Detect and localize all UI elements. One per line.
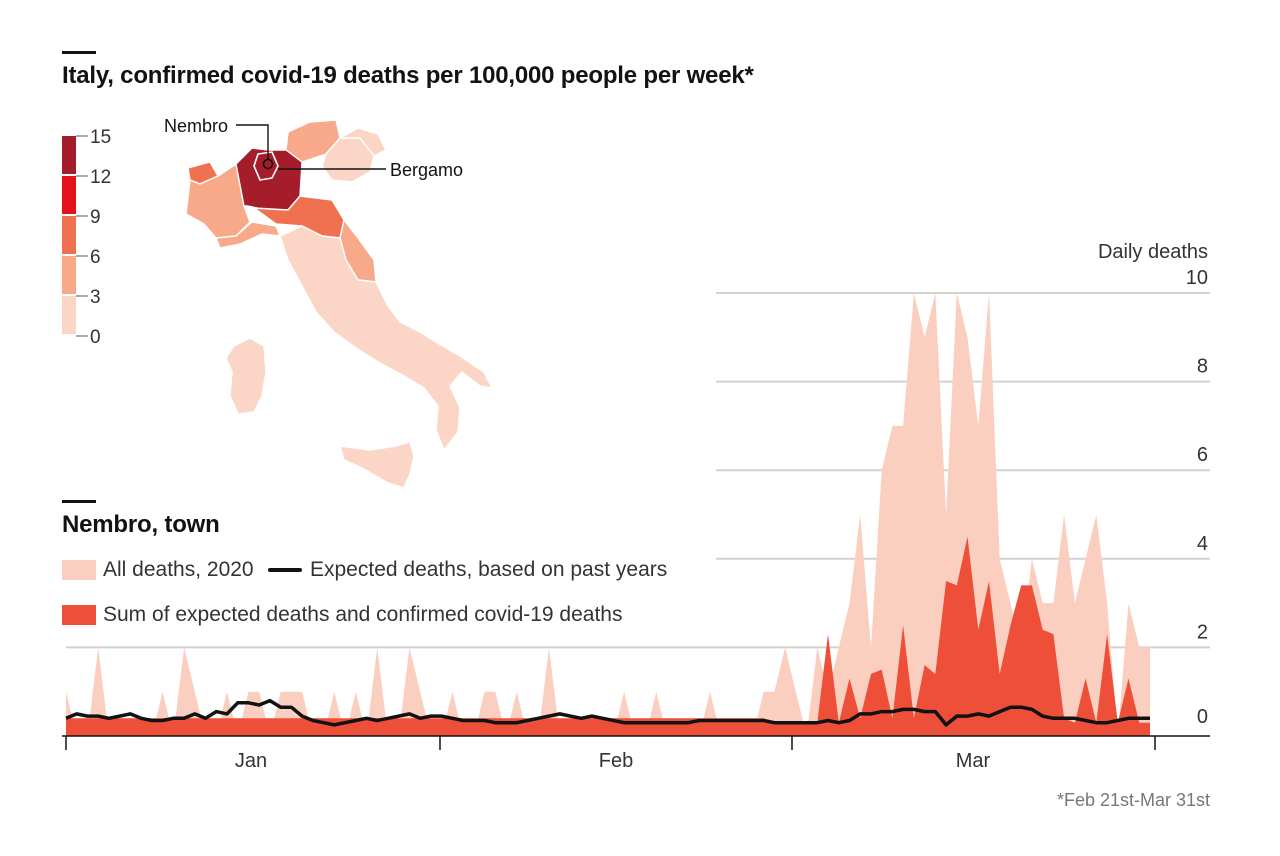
y-tick-label-10: 10 bbox=[1186, 267, 1208, 289]
footnote: *Feb 21st-Mar 31st bbox=[1056, 790, 1210, 810]
x-tick-label-mar: Mar bbox=[956, 750, 991, 772]
y-tick-label-8: 8 bbox=[1197, 356, 1208, 378]
area-sum-deaths bbox=[66, 536, 1150, 736]
y-tick-label-2: 2 bbox=[1197, 621, 1208, 643]
bergamo-label: Bergamo bbox=[390, 160, 463, 180]
area-all-deaths bbox=[66, 293, 1150, 736]
legend-all-deaths: All deaths, 2020 bbox=[62, 558, 254, 582]
region-central-italy bbox=[279, 225, 493, 451]
chart-title-rule bbox=[62, 500, 96, 503]
legend-sum-deaths: Sum of expected deaths and confirmed cov… bbox=[62, 603, 622, 627]
legend-expected-deaths: Expected deaths, based on past years bbox=[268, 558, 667, 582]
map-title: Italy, confirmed covid-19 deaths per 100… bbox=[62, 62, 754, 89]
y-tick-label-0: 0 bbox=[1197, 706, 1208, 728]
scale-band-2 bbox=[62, 216, 76, 254]
map-figure: 15 12 9 6 3 0 Nembro Bergamo bbox=[62, 116, 493, 489]
scale-band-4 bbox=[62, 296, 76, 334]
y-tick-label-6: 6 bbox=[1197, 444, 1208, 466]
region-sicily bbox=[339, 441, 415, 489]
scale-label-3: 6 bbox=[90, 247, 101, 268]
x-tick-label-jan: Jan bbox=[235, 750, 267, 772]
bergamo-province bbox=[253, 151, 279, 181]
legend-expected-deaths-label: Expected deaths, based on past years bbox=[310, 558, 668, 581]
y-tick-label-4: 4 bbox=[1197, 533, 1208, 555]
region-sardinia bbox=[225, 337, 267, 415]
scale-label-5: 0 bbox=[90, 327, 101, 348]
scale-band-1 bbox=[62, 176, 76, 214]
y-axis-label: Daily deaths bbox=[1098, 241, 1208, 263]
region-piedmont bbox=[185, 163, 251, 239]
legend-expected-deaths-swatch bbox=[268, 568, 302, 572]
line-expected-deaths bbox=[65, 698, 1150, 727]
nembro-leader-line bbox=[236, 124, 269, 159]
legend-all-deaths-label: All deaths, 2020 bbox=[103, 558, 254, 581]
scale-band-3 bbox=[62, 256, 76, 294]
legend-sum-deaths-label: Sum of expected deaths and confirmed cov… bbox=[103, 603, 623, 626]
legend-sum-deaths-swatch bbox=[62, 605, 96, 625]
region-friuli bbox=[339, 127, 387, 157]
x-tick-label-feb: Feb bbox=[599, 750, 633, 772]
chart-title: Nembro, town bbox=[62, 511, 220, 538]
scale-band-0 bbox=[62, 136, 76, 174]
map-title-rule bbox=[62, 51, 96, 54]
color-scale: 15 12 9 6 3 0 bbox=[62, 127, 111, 348]
nembro-label: Nembro bbox=[164, 116, 228, 136]
scale-label-0: 15 bbox=[90, 127, 111, 148]
scale-label-2: 9 bbox=[90, 207, 101, 228]
legend-all-deaths-swatch bbox=[62, 560, 96, 580]
scale-label-4: 3 bbox=[90, 287, 101, 308]
scale-label-1: 12 bbox=[90, 167, 111, 188]
nembro-marker bbox=[262, 158, 274, 170]
italy-map bbox=[185, 119, 493, 489]
